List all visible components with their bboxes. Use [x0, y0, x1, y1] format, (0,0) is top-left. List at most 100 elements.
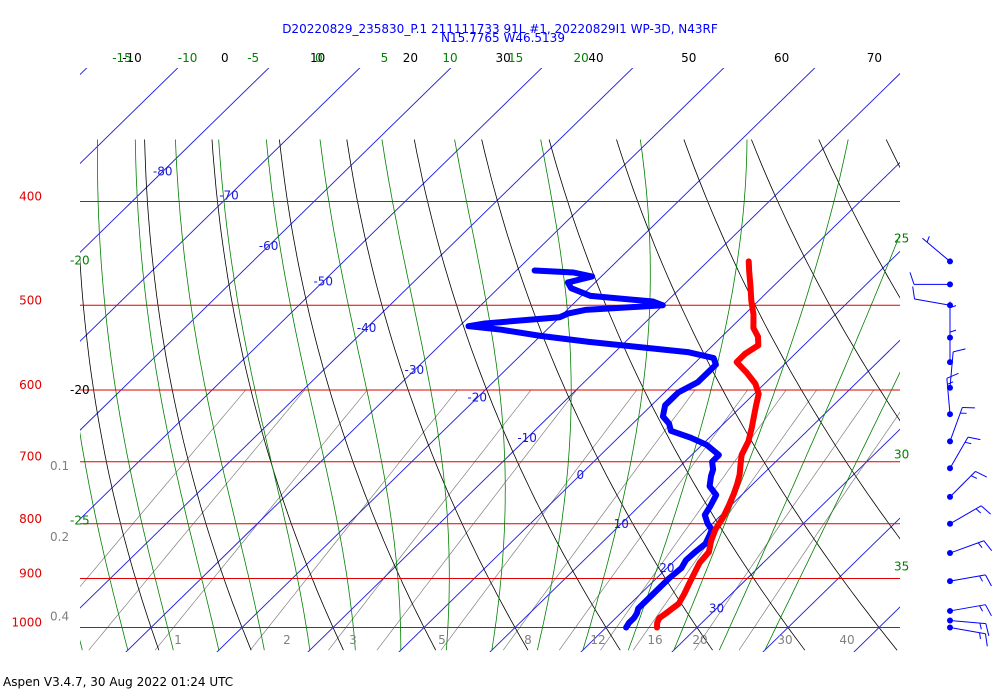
- temperature-top-label: 30: [496, 51, 511, 65]
- isotherm-line: [853, 606, 900, 652]
- dry-adiabat-line: [413, 139, 621, 651]
- moist-adiabat-top-label: 20: [574, 51, 589, 65]
- mixing-ratio-line: [328, 389, 532, 651]
- pressure-tick-label: 600: [19, 378, 42, 392]
- temperature-top-label: 50: [681, 51, 696, 65]
- wind-barb-point: [947, 607, 953, 614]
- wind-barb-half-flag: [970, 475, 978, 479]
- wind-barb-point: [947, 359, 953, 366]
- moist-adiabat-line: [381, 139, 450, 651]
- moist-adiabat-line: [582, 139, 651, 651]
- isotherm-label: -80: [153, 165, 173, 179]
- mixing-ratio-side-label: 0.1: [50, 459, 69, 473]
- isotherm-lines: [0, 58, 900, 662]
- isotherm-line: [80, 68, 634, 609]
- isotherm-line: [80, 68, 361, 342]
- dewpoint-profile: [465, 267, 722, 631]
- footer-software-label: Aspen V3.4.7, 30 Aug 2022 01:24 UTC: [3, 675, 233, 689]
- dry-adiabat-side-label: -20: [70, 383, 90, 397]
- wind-barb-point: [947, 258, 953, 265]
- wind-barb-staff: [949, 619, 986, 625]
- wind-barb-flag: [985, 604, 992, 617]
- wind-barb-half-flag: [977, 542, 983, 549]
- mixing-ratio-bottom-label: 30: [777, 633, 792, 647]
- wind-barbs: [909, 236, 993, 647]
- isotherm-label: -70: [219, 189, 239, 203]
- wind-barb-half-flag: [926, 236, 930, 243]
- isotherm-line: [580, 339, 900, 652]
- wind-barb-half-flag: [979, 632, 981, 640]
- wind-barb-point: [947, 411, 953, 418]
- moist-adiabat-top-label: -15: [112, 51, 132, 65]
- pressure-tick-label: 1000: [11, 616, 42, 630]
- mixing-ratio-line: [88, 389, 305, 651]
- mixing-ratio-side-label: 0.2: [50, 530, 69, 544]
- isotherm-label: -20: [467, 391, 487, 405]
- wind-barb-half-flag: [979, 605, 983, 612]
- wind-barb-flag: [953, 348, 966, 353]
- temperature-top-label: 40: [588, 51, 603, 65]
- isotherm-label: 20: [659, 561, 674, 575]
- wind-barb-half-flag: [964, 441, 972, 445]
- isotherm-label: -60: [259, 239, 279, 253]
- moist-adiabat-line: [764, 371, 900, 651]
- pressure-tick-label: 500: [19, 293, 42, 307]
- wind-barb-half-flag: [949, 329, 957, 333]
- wind-barb-flag: [983, 540, 993, 551]
- isotherm-line: [80, 68, 452, 431]
- moist-adiabat-side-label: 30: [894, 447, 909, 461]
- mixing-ratio-line: [738, 411, 900, 651]
- moist-adiabat-lines: [80, 139, 900, 651]
- wind-barb-staff: [949, 574, 986, 582]
- moist-adiabat-side-label: -20: [70, 253, 90, 267]
- wind-barb-half-flag: [979, 575, 983, 582]
- wind-barb-staff: [949, 505, 982, 525]
- mixing-ratio-side-label: 0.4: [50, 609, 69, 623]
- wind-barb-staff: [949, 471, 976, 498]
- mixing-ratio-bottom-label: 40: [839, 633, 854, 647]
- moist-adiabat-top-label: 10: [442, 51, 457, 65]
- wind-barb-flag: [975, 470, 987, 478]
- pressure-tick-label: 900: [19, 567, 42, 581]
- isotherm-label: 10: [614, 517, 629, 531]
- isotherm-line: [0, 58, 6, 662]
- dry-adiabat-line: [818, 139, 900, 299]
- wind-barb-half-flag: [949, 305, 957, 309]
- temperature-profile: [654, 258, 762, 631]
- wind-barb-flag: [912, 286, 916, 300]
- wind-barb-point: [947, 550, 953, 557]
- wind-barb-half-flag: [947, 381, 954, 385]
- moist-adiabat-side-label: -25: [70, 513, 90, 527]
- wind-barb-staff: [922, 237, 951, 262]
- dry-adiabat-line: [279, 139, 437, 651]
- temperature-top-label: 20: [403, 51, 418, 65]
- isotherm-label: -40: [357, 321, 377, 335]
- wind-barb-flag: [980, 505, 991, 515]
- wind-barb-staff: [949, 436, 969, 469]
- wind-barb-staff: [949, 351, 954, 388]
- moist-adiabat-side-label: 25: [894, 232, 909, 246]
- mixing-ratio-bottom-label: 12: [590, 633, 605, 647]
- temperature-top-label: 0: [221, 51, 229, 65]
- temperature-top-label: 10: [310, 51, 325, 65]
- isotherm-label: 30: [709, 602, 724, 616]
- mixing-ratio-bottom-label: 8: [524, 633, 532, 647]
- moist-adiabat-line: [175, 139, 265, 651]
- wind-barb-flag: [985, 574, 992, 587]
- moist-adiabat-top-label: 15: [508, 51, 523, 65]
- isotherm-label: -30: [405, 363, 425, 377]
- wind-barb-point: [947, 384, 953, 391]
- dry-adiabat-line: [751, 139, 900, 422]
- isotherm-line: [80, 68, 179, 165]
- moist-adiabat-top-label: -5: [247, 51, 259, 65]
- mixing-ratio-bottom-label: 5: [438, 633, 446, 647]
- wind-barb-point: [947, 578, 953, 585]
- wind-barb-point: [947, 493, 953, 500]
- isotherm-line: [80, 68, 543, 520]
- wind-barb-flag: [985, 623, 990, 637]
- wind-barb-flag: [909, 272, 915, 285]
- wind-barb-half-flag: [975, 508, 982, 514]
- mixing-ratio-line: [80, 389, 246, 588]
